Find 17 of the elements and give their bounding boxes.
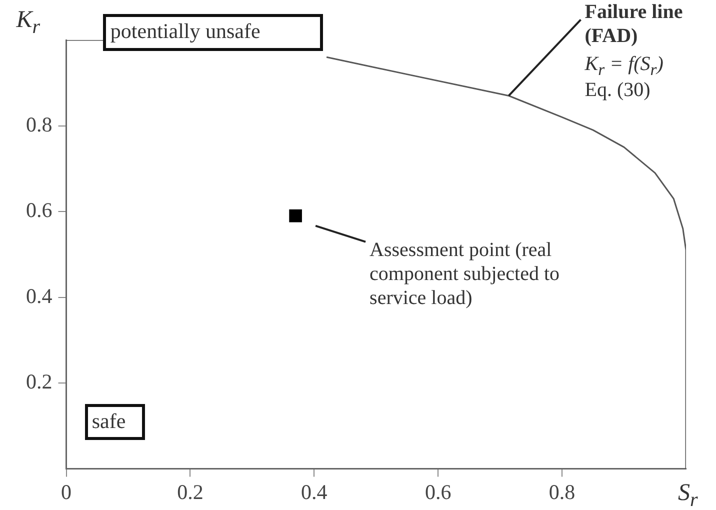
annotation: Failure line (FAD) [584, 0, 684, 48]
x-tick-label: 0.4 [301, 480, 328, 504]
x-axis-title: S$_{r}$ [678, 478, 698, 510]
x-tick-label: 0.6 [424, 480, 452, 504]
y-tick-label: 0.6 [26, 198, 52, 222]
annotation: Eq. (30) [584, 78, 650, 102]
y-tick-label: 0.8 [26, 112, 52, 136]
y-tick-label: 0.2 [26, 370, 52, 394]
annotation: K$_{r}$ = f(S$_{r}$) [584, 52, 664, 80]
annotation: safe [84, 404, 145, 440]
y-tick-label: 0.4 [26, 284, 53, 308]
x-tick-label: 0.2 [177, 480, 204, 504]
annotation: potentially unsafe [103, 14, 324, 52]
x-tick-label: 0 [61, 480, 72, 504]
x-tick-label: 0.8 [548, 480, 576, 504]
annotation: Assessment point (real component subjected to service load) [370, 238, 560, 310]
y-axis-title: K$_{r}$ [16, 6, 40, 39]
